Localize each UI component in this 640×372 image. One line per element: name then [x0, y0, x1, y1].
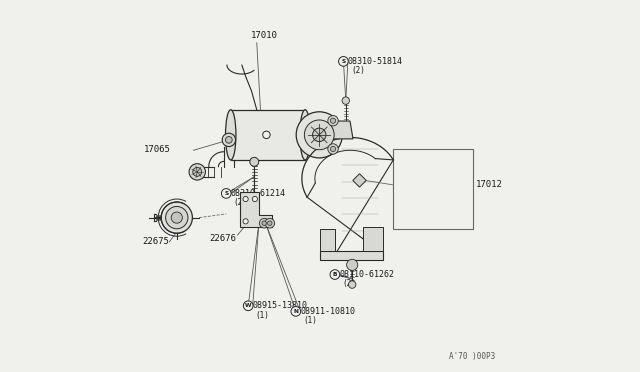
Circle shape [339, 57, 348, 66]
Text: S: S [341, 59, 346, 64]
Circle shape [166, 206, 188, 229]
Circle shape [305, 120, 334, 150]
Text: (1): (1) [255, 311, 269, 320]
Text: (2): (2) [351, 66, 365, 75]
Polygon shape [353, 174, 366, 187]
Circle shape [262, 219, 268, 224]
Text: 08310-51814: 08310-51814 [348, 57, 403, 66]
Circle shape [330, 118, 335, 124]
Circle shape [250, 157, 259, 166]
Polygon shape [364, 227, 383, 251]
Circle shape [330, 147, 335, 152]
Text: 17012: 17012 [476, 180, 502, 189]
Circle shape [312, 128, 326, 142]
Polygon shape [240, 192, 271, 227]
Text: W: W [245, 303, 252, 308]
Text: N: N [293, 309, 298, 314]
Text: S: S [224, 191, 228, 196]
Polygon shape [320, 251, 383, 260]
Text: A'70 )00P3: A'70 )00P3 [449, 352, 495, 361]
Text: 17010: 17010 [251, 31, 278, 40]
Circle shape [193, 167, 202, 176]
Circle shape [328, 115, 338, 126]
Text: 08915-13810: 08915-13810 [253, 301, 308, 310]
Circle shape [222, 133, 236, 147]
Text: 22676: 22676 [209, 234, 236, 243]
Circle shape [243, 196, 248, 202]
Text: 08310-61214: 08310-61214 [231, 189, 285, 198]
Circle shape [252, 196, 257, 202]
Circle shape [342, 97, 349, 104]
Circle shape [259, 218, 269, 228]
Circle shape [243, 301, 253, 311]
Circle shape [265, 218, 275, 228]
Text: 08110-61262: 08110-61262 [339, 270, 394, 279]
Ellipse shape [300, 110, 310, 160]
Circle shape [347, 259, 358, 270]
Circle shape [268, 221, 272, 225]
Circle shape [291, 307, 301, 316]
Circle shape [221, 189, 231, 198]
Circle shape [172, 212, 182, 223]
Ellipse shape [225, 110, 236, 160]
Polygon shape [320, 229, 335, 251]
Circle shape [348, 281, 356, 288]
Circle shape [262, 221, 266, 225]
FancyBboxPatch shape [231, 110, 305, 160]
Polygon shape [331, 121, 353, 139]
Circle shape [189, 164, 205, 180]
Text: 08911-10810: 08911-10810 [300, 307, 355, 316]
Circle shape [243, 219, 248, 224]
Circle shape [296, 112, 342, 158]
Circle shape [262, 131, 270, 139]
Text: (2): (2) [342, 279, 356, 288]
Text: 22675: 22675 [143, 237, 170, 246]
Text: (2): (2) [234, 198, 248, 207]
Circle shape [330, 270, 340, 279]
Text: (1): (1) [303, 316, 317, 325]
Text: 17065: 17065 [145, 145, 172, 154]
Circle shape [225, 137, 232, 143]
Circle shape [161, 202, 193, 233]
Circle shape [328, 144, 338, 154]
Text: B: B [333, 272, 337, 277]
